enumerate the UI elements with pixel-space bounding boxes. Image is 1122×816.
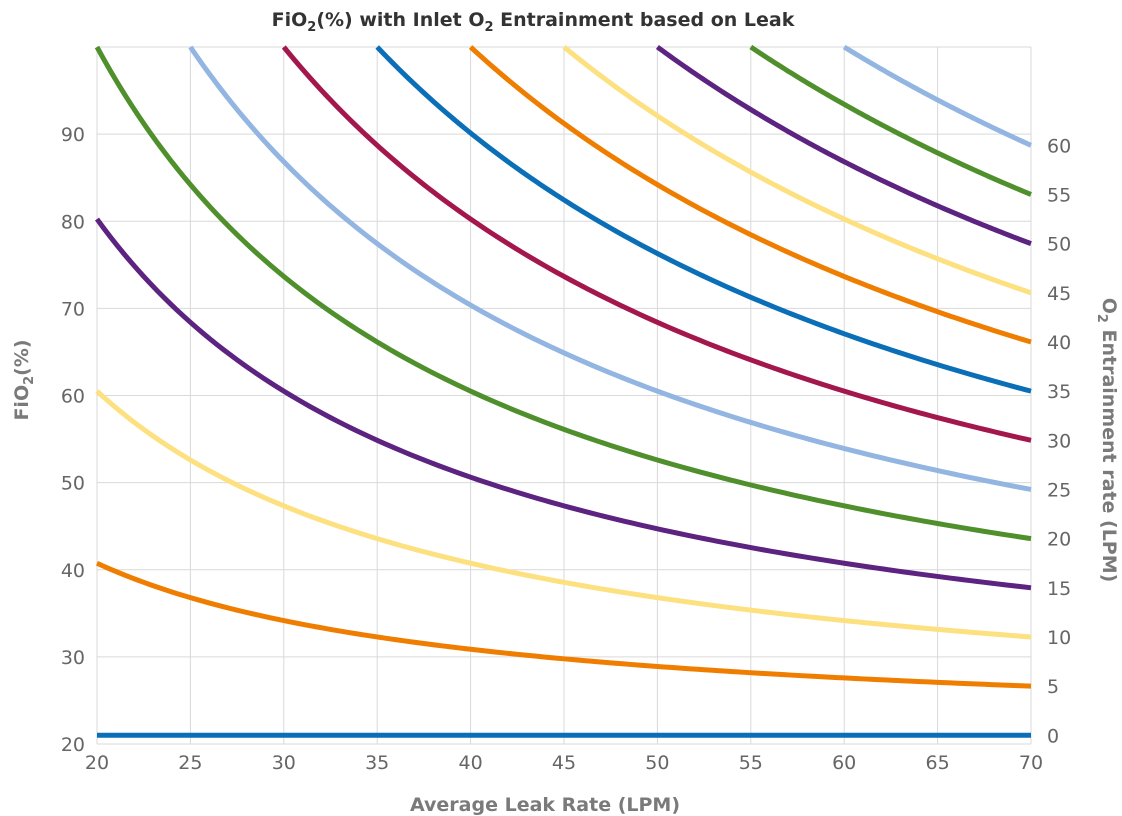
y2-tick-label: 60: [1047, 135, 1071, 157]
y-tick-label: 30: [61, 647, 85, 669]
x-tick-label: 20: [85, 752, 109, 774]
y-title-subscript: 2: [22, 376, 37, 385]
series-line-entrainment-40: [468, 45, 1032, 345]
series-line-entrainment-45: [562, 45, 1032, 296]
x-tick-label: 30: [272, 752, 296, 774]
y2-title-subscript: 2: [1094, 314, 1109, 323]
y2-tick-label: 40: [1047, 332, 1071, 354]
y2-tick-label: 35: [1047, 381, 1071, 403]
y2-tick-label: 55: [1047, 184, 1071, 206]
y-title-part-1: FiO: [11, 385, 33, 421]
y2-tick-label: 45: [1047, 283, 1071, 305]
y2-tick-label: 15: [1047, 578, 1071, 600]
y2-axis-title: O2 Entrainment rate (LPM): [1094, 298, 1120, 583]
y2-tick-label: 50: [1047, 234, 1071, 256]
y-tick-label: 80: [61, 211, 85, 233]
grid: [96, 46, 1032, 745]
title-part-2: (%) with Inlet O: [316, 9, 484, 31]
y-tick-label: 60: [61, 386, 85, 408]
x-tick-label: 55: [739, 752, 763, 774]
x-axis-title: Average Leak Rate (LPM): [410, 794, 680, 816]
y-axis-title: FiO2(%): [11, 339, 37, 420]
series-line-entrainment-15: [94, 217, 1032, 591]
y2-title-part-2: Entrainment rate (LPM): [1098, 323, 1120, 582]
tick-labels: 20 25 30 35 40 45 50 55 60 65 70 20 30 40 50 60 70 80 90 0 5…: [61, 124, 1071, 774]
series-line-entrainment-60: [842, 44, 1033, 148]
y2-tick-label: 25: [1047, 479, 1071, 501]
y-tick-label: 70: [61, 298, 85, 320]
y2-title-part-1: O: [1098, 298, 1120, 314]
y-title-part-2: (%): [11, 339, 33, 375]
y-tick-label: 50: [61, 473, 85, 495]
series-line-entrainment-5: [95, 560, 1032, 689]
series-line-entrainment-50: [655, 44, 1032, 246]
x-tick-label: 60: [832, 752, 856, 774]
title-subscript-2: 2: [484, 20, 493, 35]
y2-tick-label: 0: [1047, 725, 1059, 747]
title-part-3: Entrainment based on Leak: [494, 9, 795, 31]
chart-title: FiO2(%) with Inlet O2 Entrainment based …: [272, 9, 795, 35]
x-tick-label: 40: [459, 752, 483, 774]
series-curves: [94, 44, 1033, 738]
series-line-entrainment-25: [188, 45, 1032, 492]
y2-tick-label: 5: [1047, 676, 1059, 698]
series-line-entrainment-20: [94, 45, 1032, 542]
series-line-entrainment-10: [95, 389, 1032, 640]
title-subscript-1: 2: [307, 20, 316, 35]
y2-tick-label: 30: [1047, 430, 1071, 452]
x-tick-label: 65: [926, 752, 950, 774]
y-tick-label: 40: [61, 560, 85, 582]
x-tick-label: 70: [1019, 752, 1043, 774]
y2-tick-label: 10: [1047, 627, 1071, 649]
y-tick-label: 20: [61, 734, 85, 756]
title-part-1: FiO: [272, 9, 308, 31]
y-tick-label: 90: [61, 124, 85, 146]
x-tick-label: 35: [365, 752, 389, 774]
x-tick-label: 25: [178, 752, 202, 774]
series-line-entrainment-35: [375, 45, 1032, 394]
x-tick-label: 45: [552, 752, 576, 774]
series-line-entrainment-55: [749, 44, 1032, 197]
series-line-entrainment-30: [281, 45, 1032, 443]
x-tick-label: 50: [645, 752, 669, 774]
y2-tick-label: 20: [1047, 529, 1071, 551]
